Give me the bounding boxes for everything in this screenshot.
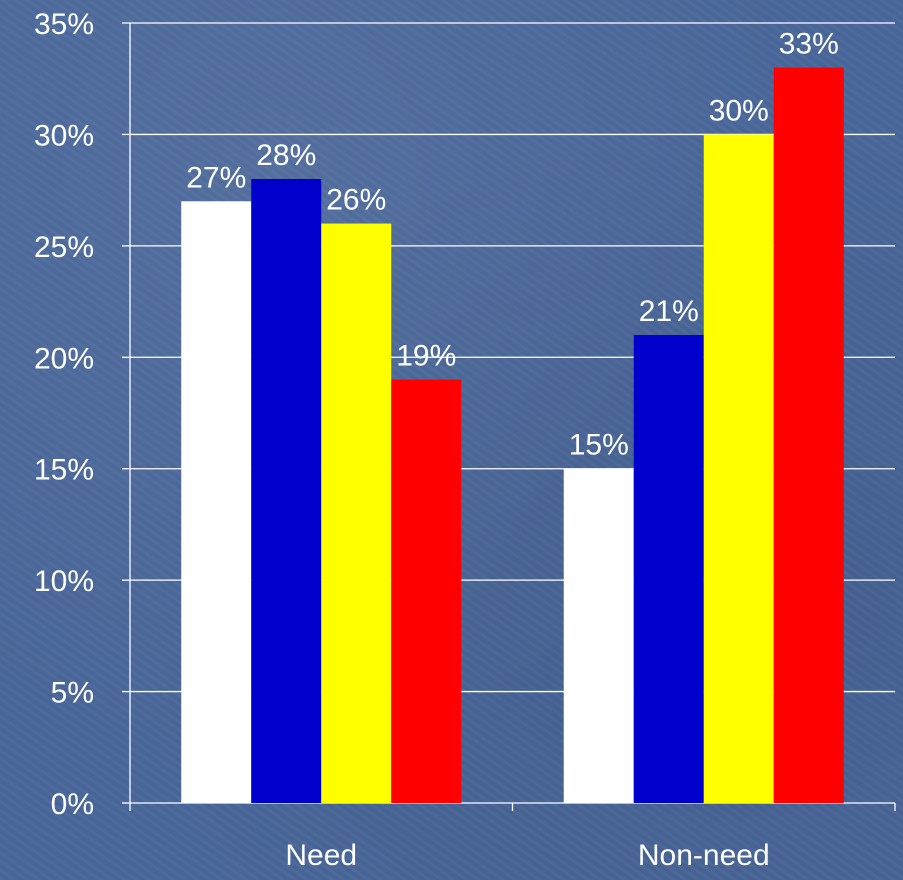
x-category-label: Non-need [638,839,770,872]
y-tick-label: 15% [34,454,94,487]
y-tick-label: 35% [34,8,94,41]
bar [563,468,634,803]
bar [321,223,392,804]
y-tick-label: 0% [51,788,94,821]
bar [633,335,704,803]
y-tick-label: 25% [34,231,94,264]
y-tick-label: 20% [34,342,94,375]
data-label: 30% [709,94,769,127]
y-tick-label: 10% [34,565,94,598]
bar [251,179,322,803]
data-label: 33% [779,28,839,61]
bar [703,134,774,803]
bar [773,67,844,804]
bars [181,67,844,804]
data-label: 15% [569,429,629,462]
data-label: 26% [326,184,386,217]
y-tick-label: 30% [34,119,94,152]
y-tick-label: 5% [51,677,94,710]
data-label: 21% [639,295,699,328]
x-axis-category-labels: Need Non-need [285,839,769,872]
data-label: 19% [396,340,456,373]
bar [181,201,252,804]
y-axis-tick-labels: 0% 5% 10% 15% 20% 25% 30% 35% [34,8,94,821]
bar [391,379,462,803]
x-category-label: Need [285,839,357,872]
data-labels: 27% 28% 26% 19% 15% 21% 30% 33% [186,28,839,462]
data-label: 28% [256,139,316,172]
data-label: 27% [186,161,246,194]
